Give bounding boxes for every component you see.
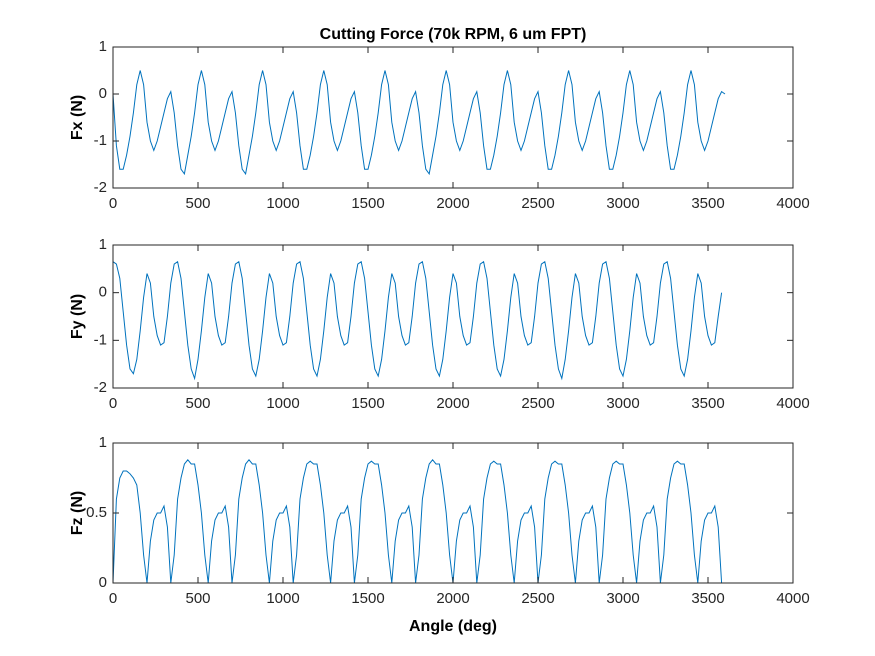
y-tick-label: 0 — [99, 85, 107, 102]
x-tick-label: 2500 — [521, 195, 554, 212]
x-tick-label: 3000 — [606, 590, 639, 607]
x-tick-label: 500 — [185, 395, 210, 412]
x-tick-label: 2000 — [436, 590, 469, 607]
data-line — [112, 260, 723, 381]
y-axis-label: Fy (N) — [69, 294, 86, 339]
x-tick-label: 500 — [185, 195, 210, 212]
y-axis-label: Fz (N) — [69, 491, 86, 535]
y-tick-label: 1 — [99, 434, 107, 451]
x-tick-label: 3000 — [606, 195, 639, 212]
y-tick-label: 0 — [99, 284, 107, 301]
x-tick-label: 3500 — [691, 590, 724, 607]
y-axis-label: Fx (N) — [69, 95, 86, 140]
x-tick-label: 2000 — [436, 395, 469, 412]
x-tick-label: 2500 — [521, 395, 554, 412]
x-tick-label: 3000 — [606, 395, 639, 412]
data-line — [112, 459, 723, 584]
x-tick-label: 2000 — [436, 195, 469, 212]
x-tick-label: 0 — [109, 395, 117, 412]
x-tick-label: 4000 — [776, 195, 809, 212]
x-tick-label: 1500 — [351, 590, 384, 607]
x-tick-label: 500 — [185, 590, 210, 607]
x-tick-label: 3500 — [691, 195, 724, 212]
y-tick-label: -1 — [94, 331, 107, 348]
y-tick-label: 0 — [99, 574, 107, 591]
x-axis-label: Angle (deg) — [409, 618, 497, 635]
x-tick-label: 1000 — [266, 395, 299, 412]
x-tick-label: 1000 — [266, 590, 299, 607]
chart-title: Cutting Force (70k RPM, 6 um FPT) — [320, 26, 587, 43]
x-tick-label: 4000 — [776, 590, 809, 607]
x-tick-label: 1500 — [351, 195, 384, 212]
y-tick-label: 1 — [99, 236, 107, 253]
data-line — [112, 70, 726, 176]
x-tick-label: 3500 — [691, 395, 724, 412]
y-tick-label: -1 — [94, 132, 107, 149]
y-tick-label: 0.5 — [86, 504, 107, 521]
x-tick-label: 2500 — [521, 590, 554, 607]
y-tick-label: -2 — [94, 179, 107, 196]
x-tick-label: 0 — [109, 195, 117, 212]
x-tick-label: 4000 — [776, 395, 809, 412]
x-tick-label: 1500 — [351, 395, 384, 412]
y-tick-label: -2 — [94, 379, 107, 396]
x-tick-label: 1000 — [266, 195, 299, 212]
y-tick-label: 1 — [99, 38, 107, 55]
x-tick-label: 0 — [109, 590, 117, 607]
